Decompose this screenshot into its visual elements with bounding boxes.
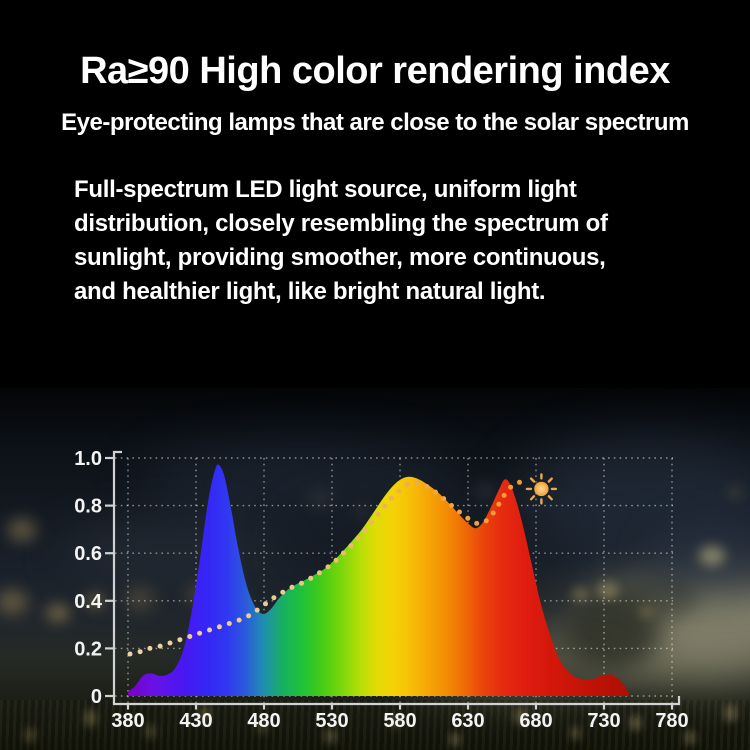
y-tick-label: 0.6 (74, 543, 102, 565)
bokeh-blob (354, 506, 370, 518)
description-line: and healthier light, like bright natural… (74, 278, 546, 305)
bokeh-blob (639, 606, 655, 618)
x-tick-label: 430 (179, 710, 212, 732)
bokeh-blob (144, 723, 156, 739)
bokeh-blob (83, 709, 97, 727)
solar-dotted-curve (127, 479, 522, 657)
bokeh-blob (8, 519, 36, 541)
axes (105, 450, 681, 710)
bokeh-blob (597, 581, 619, 599)
page-title: Ra≥90 High color rendering index (80, 50, 670, 92)
y-tick-label: 0 (91, 686, 102, 708)
bokeh-blob (46, 604, 70, 622)
bokeh-blob (199, 704, 211, 722)
x-tick-label: 730 (587, 710, 620, 732)
bokeh-blob (513, 707, 527, 725)
y-tick-label: 0.2 (74, 638, 102, 660)
bokeh-blob (84, 593, 106, 609)
description-text: Full-spectrum LED light source, uniform … (74, 173, 714, 309)
bokeh-blob (727, 485, 743, 499)
x-tick-label: 530 (315, 710, 348, 732)
bokeh-blob (476, 483, 494, 497)
bokeh-blob (628, 715, 642, 731)
description-line: distribution, closely resembling the spe… (74, 210, 608, 237)
spectrum-area (128, 464, 630, 696)
bokeh-blob (569, 726, 581, 740)
x-tick-label: 630 (451, 710, 484, 732)
page-subtitle: Eye-protecting lamps that are close to t… (61, 109, 689, 136)
tick-labels: 1.0 0.8 0.6 0.4 0.2 0 380 430 480 530 580 630 680 730… (74, 448, 689, 732)
bokeh-blob (723, 704, 737, 722)
bokeh-blob (310, 490, 330, 506)
bokeh-blob (126, 589, 154, 609)
description-line: Full-spectrum LED light source, uniform … (74, 176, 577, 203)
bokeh-blob (449, 731, 461, 747)
y-tick-label: 1.0 (74, 448, 102, 470)
bokeh-blob (256, 720, 268, 734)
x-tick-label: 580 (383, 710, 416, 732)
bokeh-blob (24, 727, 36, 743)
y-tick-label: 0.4 (74, 591, 103, 613)
x-tick-label: 480 (247, 710, 280, 732)
bokeh-blob (0, 590, 28, 614)
bokeh-blob (323, 728, 337, 744)
x-tick-label: 680 (519, 710, 552, 732)
grass-texture (0, 700, 750, 750)
sun-icon (525, 473, 558, 505)
bokeh-blob (699, 546, 725, 566)
y-tick-label: 0.8 (74, 496, 102, 518)
description-line: sunlight, providing smoother, more conti… (74, 244, 606, 271)
x-tick-label: 380 (111, 710, 144, 732)
bokeh-blob (571, 587, 589, 601)
bokeh-blob (684, 729, 696, 745)
bokeh-blob (389, 713, 401, 729)
x-tick-label: 780 (655, 710, 688, 732)
spectrum-chart: 1.0 0.8 0.6 0.4 0.2 0 380 430 480 530 580 630 680 730… (74, 448, 689, 732)
